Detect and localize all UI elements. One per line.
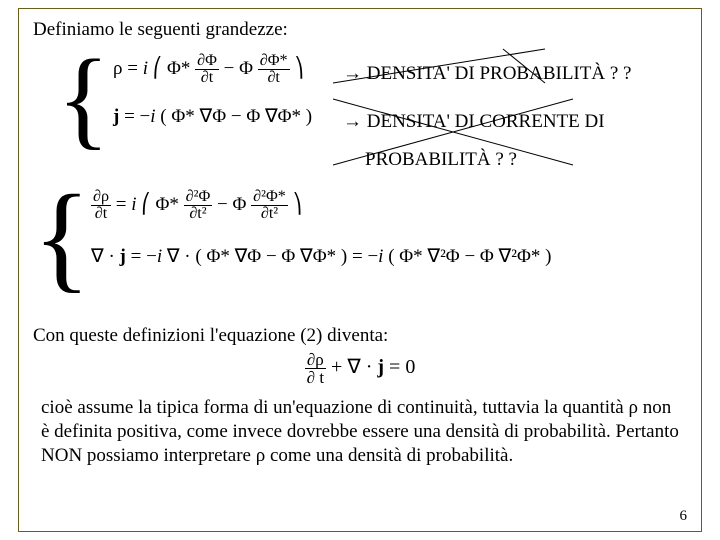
label-density-current: → DENSITA' DI CORRENTE DI: [343, 111, 605, 133]
label-density-prob: → DENSITA' DI PROBABILITÀ ? ?: [343, 63, 631, 85]
conclusion-text: cioè assume la tipica forma di un'equazi…: [33, 396, 687, 467]
label-density-current-2: PROBABILITÀ ? ?: [365, 149, 517, 171]
equation-div-j: ∇ · j = −i ∇ · ( Φ* ∇Φ − Φ ∇Φ* ) = −i ( …: [91, 245, 551, 268]
equation-drho-dt: ∂ρ∂t = i ⎛ Φ* ∂²Φ∂t² − Φ ∂²Φ*∂t² ⎞: [91, 189, 302, 222]
intro-text: Definiamo le seguenti grandezze:: [33, 19, 687, 41]
derivatives-block: { ∂ρ∂t = i ⎛ Φ* ∂²Φ∂t² − Φ ∂²Φ*∂t² ⎞ ∇ ·…: [33, 183, 687, 303]
equation-j: j = −i ( Φ* ∇Φ − Φ ∇Φ* ): [113, 105, 312, 128]
slide-page: Definiamo le seguenti grandezze: { ρ = i…: [18, 8, 702, 532]
equation-rho: ρ = i ⎛ Φ* ∂Φ∂t − Φ ∂Φ*∂t ⎞: [113, 53, 304, 86]
brace-left-2: {: [33, 177, 91, 297]
transition-text: Con queste definizioni l'equazione (2) d…: [33, 325, 687, 347]
definitions-block: { ρ = i ⎛ Φ* ∂Φ∂t − Φ ∂Φ*∂t ⎞ j = −i ( Φ…: [33, 47, 687, 157]
page-number: 6: [680, 508, 688, 525]
continuity-equation: ∂ρ∂ t + ∇ · j = 0: [33, 351, 687, 386]
brace-left-1: {: [57, 43, 110, 153]
